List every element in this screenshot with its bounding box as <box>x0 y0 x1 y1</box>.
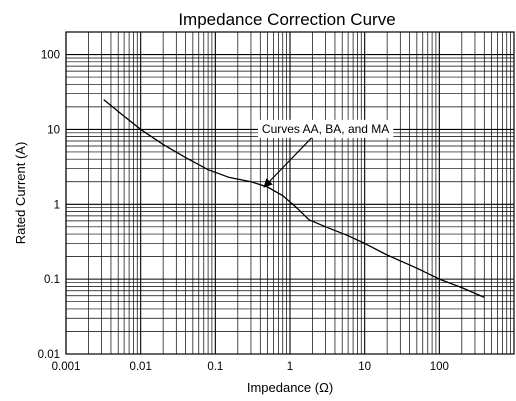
y-tick-label: 10 <box>47 124 60 136</box>
plot-frame <box>65 31 515 355</box>
x-tick-label: 100 <box>430 361 449 373</box>
annotation-arrow <box>263 137 313 188</box>
series-layer <box>103 99 485 298</box>
y-tick-label: 0.1 <box>44 274 60 286</box>
y-tick-label: 100 <box>41 50 60 62</box>
grid <box>65 31 514 355</box>
x-tick-label: 0.1 <box>207 361 223 373</box>
annotation-label: Curves AA, BA, and MA <box>262 122 389 136</box>
y-tick-label: 1 <box>54 199 60 211</box>
x-tick-label: 0.01 <box>129 361 151 373</box>
y-tick-labels: 0.01 0.1 1 10 100 <box>38 50 60 361</box>
x-axis-label: Impedance (Ω) <box>247 380 333 395</box>
x-tick-label: 1 <box>287 361 293 373</box>
chart-title: Impedance Correction Curve <box>178 10 395 29</box>
x-tick-label: 10 <box>358 361 371 373</box>
x-tick-label: 0.001 <box>52 361 81 373</box>
y-tick-label: 0.01 <box>38 349 60 361</box>
x-tick-labels: 0.001 0.01 0.1 1 10 100 <box>52 361 449 373</box>
y-axis-label: Rated Current (A) <box>13 142 28 245</box>
annotation-background <box>257 119 394 138</box>
annotation-layer: Curves AA, BA, and MA <box>257 119 394 188</box>
series-line <box>103 99 485 298</box>
